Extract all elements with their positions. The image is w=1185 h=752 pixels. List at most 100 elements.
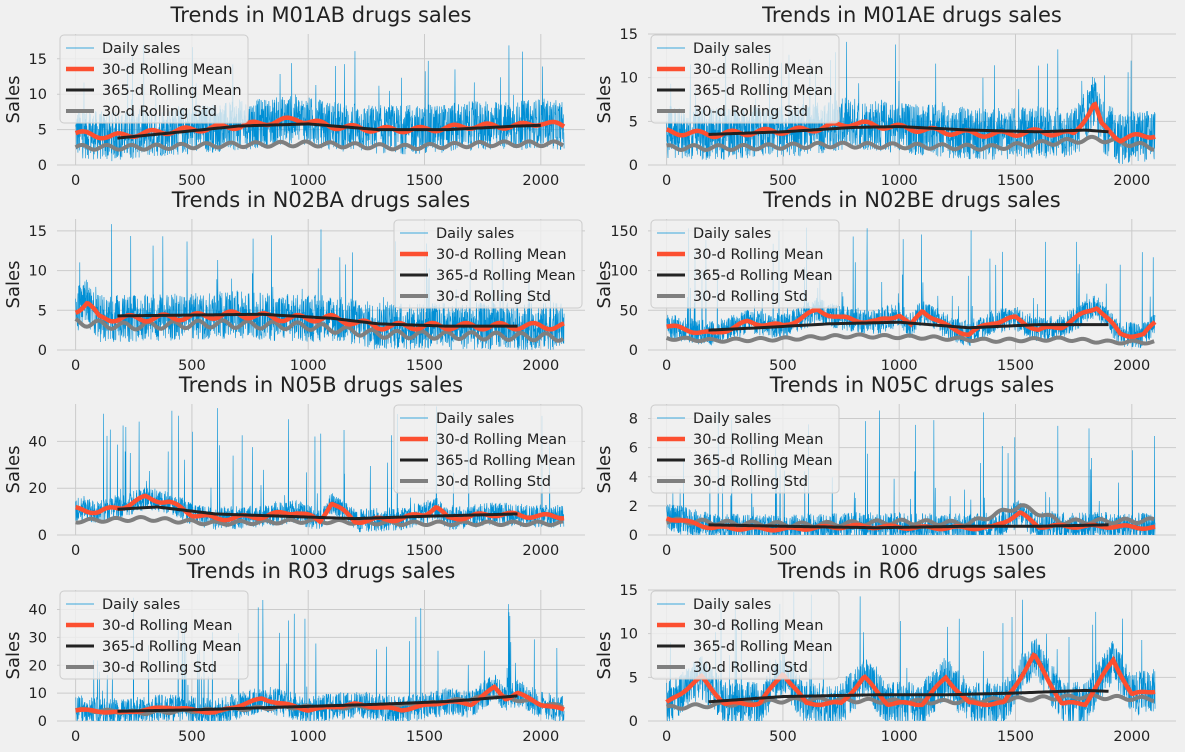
legend-entry: 365-d Rolling Mean — [102, 83, 242, 99]
x-tick-label: 2000 — [1113, 173, 1150, 189]
y-tick-label: 5 — [629, 670, 638, 686]
series-rolling-std — [665, 332, 1155, 346]
y-tick-label: 2 — [629, 499, 638, 515]
y-tick-label: 100 — [610, 264, 638, 280]
legend-entry: Daily sales — [693, 226, 771, 242]
x-tick-label: 1000 — [881, 729, 918, 745]
y-tick-label: 0 — [629, 714, 638, 730]
y-axis-label: Sales — [3, 446, 24, 494]
y-tick-label: 10 — [29, 264, 47, 280]
x-tick-label: 500 — [178, 358, 206, 374]
y-tick-label: 15 — [29, 52, 47, 68]
chart-title: Trends in N05B drugs sales — [178, 373, 463, 397]
legend-entry: 30-d Rolling Std — [693, 104, 808, 120]
y-tick-label: 40 — [29, 603, 47, 619]
x-tick-label: 1500 — [997, 543, 1034, 559]
legend-entry: 365-d Rolling Mean — [693, 639, 833, 655]
y-tick-label: 10 — [620, 627, 638, 643]
chart-panel-5: 0 500 1000 1500 2000 0 20 40 Trends in N05B drug… — [3, 373, 585, 559]
chart-title: Trends in M01AB drugs sales — [170, 3, 472, 27]
plot-area — [665, 410, 1156, 535]
y-axis-label: Sales — [3, 261, 24, 309]
series-365d-rolling-mean — [708, 125, 1109, 136]
x-tick-label: 1000 — [290, 729, 327, 745]
chart-title: Trends in N05C drugs sales — [769, 373, 1054, 397]
chart-panel-4: 0 500 1000 1500 2000 0 50 100 150 Trends in N02BE… — [594, 188, 1176, 374]
legend-entry: 365-d Rolling Mean — [693, 453, 833, 469]
y-tick-label: 10 — [620, 71, 638, 87]
x-tick-label: 2000 — [522, 358, 559, 374]
x-tick-label: 1500 — [406, 358, 443, 374]
x-tick-label: 1500 — [997, 729, 1034, 745]
plot-area — [665, 227, 1157, 349]
y-tick-label: 40 — [29, 434, 47, 450]
y-tick-label: 15 — [620, 583, 638, 599]
y-axis-label: Sales — [3, 632, 24, 680]
legend-box — [59, 590, 249, 680]
x-tick-label: 2000 — [522, 543, 559, 559]
chart-panel-7: 0 500 1000 1500 2000 0 10 20 30 40 Trends in R03 d… — [3, 559, 585, 745]
x-tick-label: 1500 — [406, 173, 443, 189]
y-tick-label: 0 — [629, 158, 638, 174]
legend-entry: 365-d Rolling Mean — [693, 268, 833, 284]
legend-entry: 30-d Rolling Mean — [102, 618, 232, 634]
legend-entry: 30-d Rolling Std — [436, 289, 551, 305]
legend-entry: 30-d Rolling Mean — [693, 618, 823, 634]
legend: Daily sales 30-d Rolling Mean 365-d Rollin… — [650, 219, 840, 309]
legend-entry: 30-d Rolling Mean — [436, 247, 566, 263]
legend-entry: 30-d Rolling Std — [693, 660, 808, 676]
legend: Daily sales 30-d Rolling Mean 365-d Rollin… — [59, 34, 249, 124]
x-tick-label: 500 — [178, 173, 206, 189]
legend-entry: 30-d Rolling Std — [693, 474, 808, 490]
y-tick-label: 4 — [629, 470, 638, 486]
legend: Daily sales 30-d Rolling Mean 365-d Rollin… — [393, 219, 583, 309]
legend-entry: Daily sales — [693, 41, 771, 57]
legend-box — [59, 34, 249, 124]
legend-entry: 30-d Rolling Mean — [693, 62, 823, 78]
x-tick-label: 2000 — [1113, 543, 1150, 559]
x-tick-label: 0 — [71, 729, 80, 745]
y-tick-label: 0 — [38, 714, 47, 730]
y-tick-label: 20 — [29, 658, 47, 674]
y-tick-label: 50 — [620, 303, 638, 319]
y-axis-label: Sales — [3, 76, 24, 124]
legend: Daily sales 30-d Rolling Mean 365-d Rollin… — [59, 590, 249, 680]
legend-entry: Daily sales — [693, 597, 771, 613]
legend-entry: 30-d Rolling Mean — [436, 432, 566, 448]
x-tick-label: 2000 — [1113, 358, 1150, 374]
x-tick-label: 1500 — [406, 543, 443, 559]
legend: Daily sales 30-d Rolling Mean 365-d Rollin… — [650, 404, 840, 494]
plot-area — [665, 592, 1156, 721]
legend-entry: 30-d Rolling Std — [693, 289, 808, 305]
x-tick-label: 500 — [178, 729, 206, 745]
y-axis-label: Sales — [594, 632, 615, 680]
y-tick-label: 15 — [620, 27, 638, 43]
plot-area — [74, 224, 565, 350]
series-rolling-std — [74, 317, 565, 343]
legend: Daily sales 30-d Rolling Mean 365-d Rollin… — [393, 404, 583, 494]
x-tick-label: 500 — [769, 358, 797, 374]
x-tick-label: 1500 — [997, 173, 1034, 189]
legend-entry: 30-d Rolling Mean — [693, 432, 823, 448]
y-tick-label: 0 — [38, 528, 47, 544]
legend-entry: Daily sales — [693, 411, 771, 427]
x-tick-label: 0 — [71, 358, 80, 374]
series-365d-rolling-mean — [117, 122, 541, 140]
y-tick-label: 10 — [29, 686, 47, 702]
y-tick-label: 150 — [610, 224, 638, 240]
series-daily-sales — [75, 224, 565, 350]
legend-entry: 365-d Rolling Mean — [102, 639, 242, 655]
legend-box — [650, 590, 840, 680]
chart-panel-1: 0 500 1000 1500 2000 0 5 10 15 Trends in M01AB dr… — [3, 3, 585, 189]
series-365d-rolling-mean — [117, 312, 518, 328]
legend-entry: 365-d Rolling Mean — [436, 453, 576, 469]
x-tick-label: 1000 — [881, 173, 918, 189]
y-axis-label: Sales — [594, 76, 615, 124]
y-tick-label: 0 — [38, 343, 47, 359]
x-tick-label: 0 — [662, 173, 671, 189]
legend-entry: 30-d Rolling Mean — [693, 247, 823, 263]
legend-entry: Daily sales — [102, 41, 180, 57]
series-30d-rolling-mean — [74, 115, 566, 141]
y-axis-label: Sales — [594, 446, 615, 494]
